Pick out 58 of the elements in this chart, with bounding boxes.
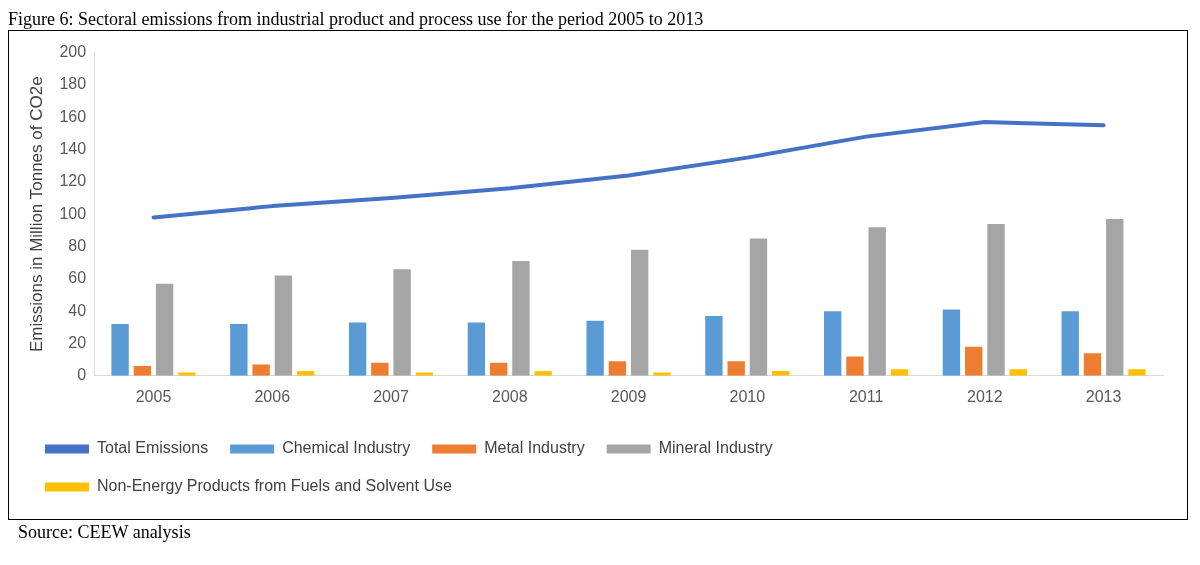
bar [1083, 353, 1102, 376]
bar [111, 324, 129, 376]
bar [846, 356, 864, 376]
legend-label: Metal Industry [484, 439, 585, 457]
x-tick-label: 2009 [610, 387, 647, 405]
bar [274, 275, 293, 376]
bar [823, 311, 842, 376]
x-tick-label: 2012 [967, 387, 1003, 405]
bar [890, 369, 909, 376]
y-axis-title: Emissions in Million Tonnes of CO2e [26, 76, 46, 352]
x-tick-label: 2013 [1085, 387, 1122, 405]
x-tick-label: 2007 [373, 387, 409, 405]
bar [393, 269, 411, 376]
source-note: Source: CEEW analysis [17, 521, 192, 544]
x-tick-label: 2005 [135, 387, 172, 405]
bar [965, 346, 983, 376]
bar [348, 322, 367, 376]
bar [868, 227, 886, 376]
y-tick-label: 0 [77, 366, 87, 384]
y-tick-label: 80 [68, 236, 87, 254]
bar [705, 316, 723, 376]
bar [749, 238, 768, 376]
bar [155, 283, 174, 376]
y-tick-label: 60 [68, 269, 87, 287]
bar [230, 324, 248, 376]
legend-label: Mineral Industry [658, 439, 773, 457]
bar [467, 322, 486, 376]
bar [1061, 311, 1079, 376]
x-tick-label: 2010 [729, 387, 766, 405]
bar [727, 361, 745, 376]
bar [1106, 219, 1124, 376]
legend-label: Chemical Industry [282, 439, 411, 457]
y-tick-label: 160 [59, 107, 87, 125]
x-tick-label: 2008 [491, 387, 528, 405]
chart-title: Figure 6: Sectoral emissions from industrial product and process use for the period 2005 to 2013 [8, 8, 1188, 31]
y-tick-label: 180 [59, 75, 87, 93]
bar [489, 362, 508, 376]
bar [631, 249, 649, 376]
legend-label: Non-Energy Products from Fuels and Solvent Use [97, 477, 452, 495]
bar [133, 366, 152, 376]
x-tick-label: 2006 [254, 387, 291, 405]
bar [1009, 369, 1027, 376]
bar [512, 261, 530, 376]
y-tick-label: 100 [59, 204, 87, 222]
bar [252, 364, 270, 376]
y-tick-label: 40 [68, 301, 87, 319]
bar [608, 361, 627, 376]
bar [942, 309, 961, 376]
x-tick-label: 2011 [848, 387, 884, 405]
y-tick-label: 120 [59, 172, 87, 190]
bar [371, 362, 389, 376]
y-tick-label: 20 [68, 333, 87, 351]
y-tick-label: 140 [59, 139, 87, 157]
legend-label: Total Emissions [97, 439, 209, 457]
bar [586, 320, 604, 376]
bar [1128, 369, 1146, 376]
bar [987, 223, 1005, 376]
y-tick-label: 200 [59, 43, 87, 61]
